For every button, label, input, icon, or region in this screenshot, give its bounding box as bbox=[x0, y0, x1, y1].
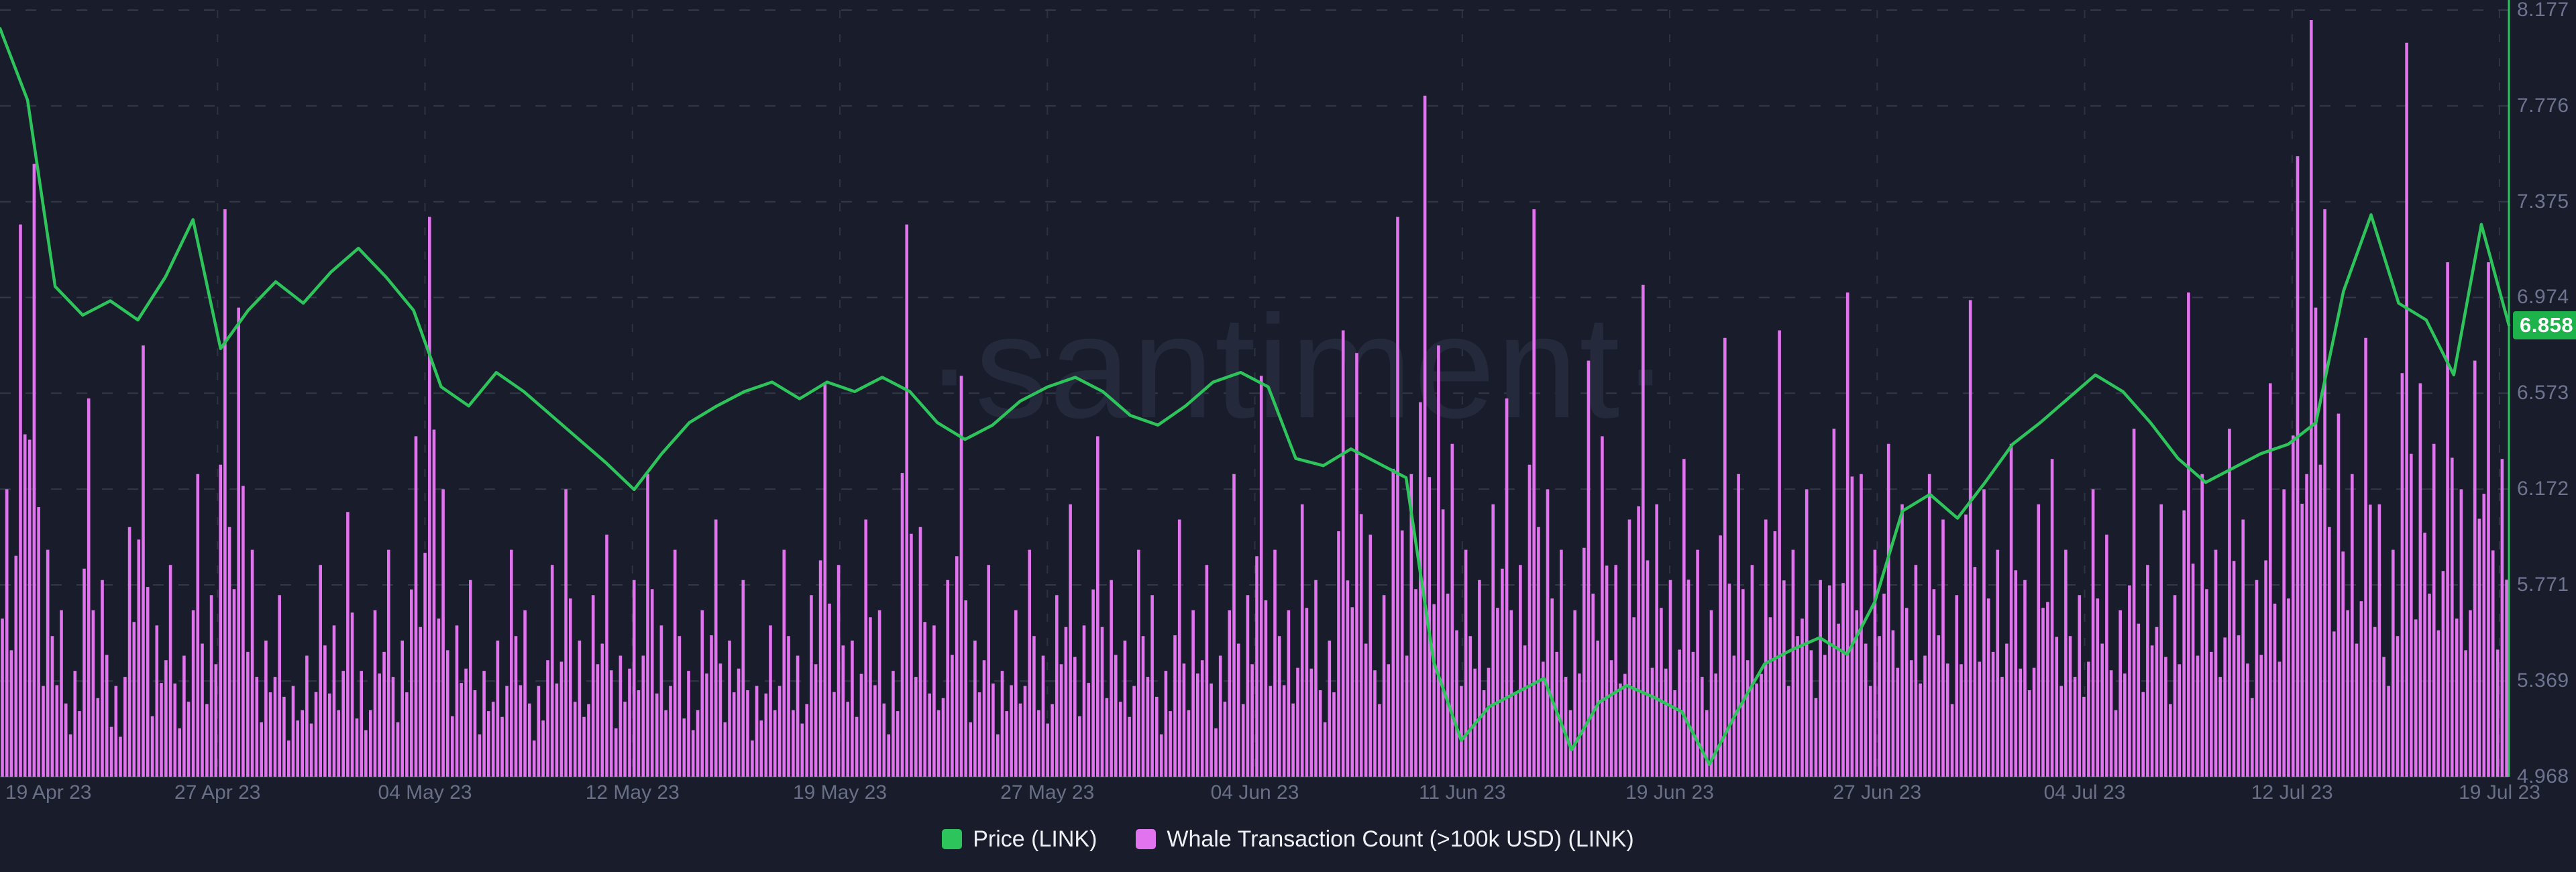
x-axis-tick-label: 27 Jun 23 bbox=[1833, 781, 1922, 804]
legend-item-price[interactable]: Price (LINK) bbox=[942, 826, 1097, 853]
whale-transaction-bars bbox=[1, 20, 2508, 777]
y-axis-tick-label: 6.573 bbox=[2517, 382, 2569, 404]
x-axis-tick-label: 19 Jul 23 bbox=[2459, 781, 2540, 804]
y-axis-tick-label: 5.771 bbox=[2517, 573, 2569, 596]
y-axis-tick-label: 4.968 bbox=[2517, 765, 2569, 787]
price-legend-swatch-icon bbox=[942, 829, 963, 849]
y-axis-tick-label: 6.974 bbox=[2517, 286, 2569, 309]
legend-label-price: Price (LINK) bbox=[973, 826, 1097, 852]
x-axis-tick-label: 27 May 23 bbox=[1000, 781, 1095, 804]
x-axis-tick-label: 04 May 23 bbox=[378, 781, 472, 804]
y-axis-tick-label: 5.369 bbox=[2517, 669, 2569, 692]
santiment-watermark: ·santiment· bbox=[925, 286, 1671, 449]
x-axis-tick-label: 19 Apr 23 bbox=[5, 781, 92, 804]
legend-item-whale-tx[interactable]: Whale Transaction Count (>100k USD) (LIN… bbox=[1136, 826, 1634, 853]
whale-tx-legend-swatch-icon bbox=[1136, 829, 1157, 849]
x-axis-tick-label: 19 Jun 23 bbox=[1625, 781, 1714, 804]
y-axis-tick-label: 8.177 bbox=[2517, 0, 2569, 21]
last-price-badge: 6.858 bbox=[2513, 311, 2576, 339]
y-axis-tick-label: 7.375 bbox=[2517, 190, 2569, 213]
x-axis-tick-label: 12 May 23 bbox=[585, 781, 680, 804]
y-axis-tick-label: 6.172 bbox=[2517, 478, 2569, 500]
legend-label-whale-tx: Whale Transaction Count (>100k USD) (LIN… bbox=[1167, 826, 1634, 852]
x-axis-tick-label: 11 Jun 23 bbox=[1418, 781, 1506, 804]
legend: Price (LINK) Whale Transaction Count (>1… bbox=[0, 824, 2576, 855]
y-axis-tick-label: 7.776 bbox=[2517, 94, 2569, 117]
price-line bbox=[0, 27, 2511, 766]
x-axis-tick-label: 04 Jul 23 bbox=[2043, 781, 2126, 804]
chart-plot-area[interactable] bbox=[0, 0, 2509, 777]
x-axis-tick-label: 12 Jul 23 bbox=[2251, 781, 2333, 804]
x-axis-tick-label: 19 May 23 bbox=[792, 781, 888, 804]
x-axis-tick-label: 04 Jun 23 bbox=[1210, 781, 1299, 804]
x-axis-tick-label: 27 Apr 23 bbox=[174, 781, 261, 804]
